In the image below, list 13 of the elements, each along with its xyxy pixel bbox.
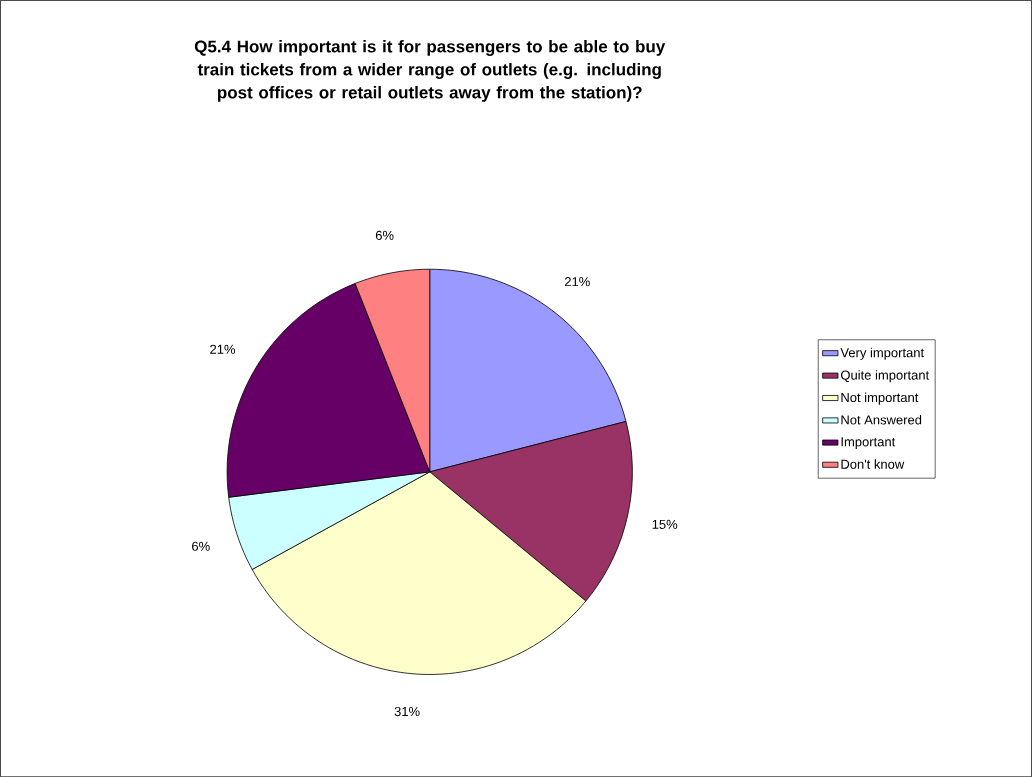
- data-label: 6%: [192, 541, 210, 551]
- legend-label: Not important: [841, 392, 919, 405]
- data-label: 21%: [564, 276, 590, 287]
- data-label: 6%: [375, 230, 394, 240]
- legend-label: Don't know: [841, 459, 905, 469]
- legend-label: Quite important: [841, 370, 930, 383]
- legend-label: Very important: [840, 347, 925, 360]
- chart-title: Q5.4 How important is it for passengers to be able to buy train tickets from a wider range of outlets (e.g. including post offices or retail outlets away from the station)?: [194, 39, 666, 102]
- data-label: 31%: [394, 706, 420, 717]
- legend-label: Important: [841, 437, 896, 449]
- data-label: 15%: [652, 519, 678, 529]
- legend-label: Not Answered: [841, 414, 922, 425]
- data-label: 21%: [210, 344, 236, 354]
